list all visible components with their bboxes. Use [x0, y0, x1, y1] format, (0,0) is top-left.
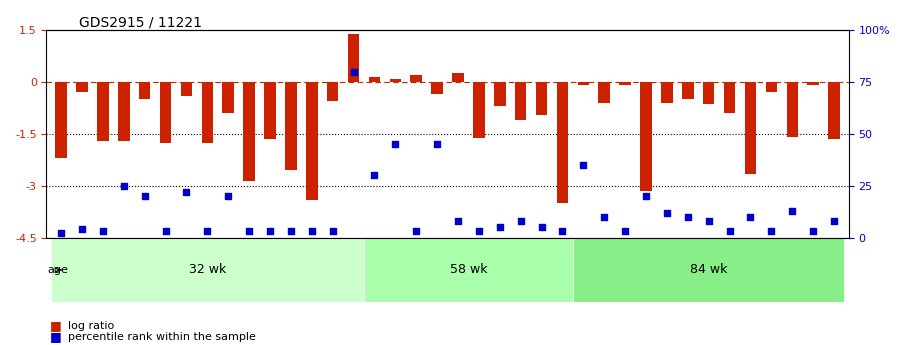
- Bar: [138, 82, 150, 99]
- Bar: [724, 82, 736, 113]
- Point: [262, 229, 277, 234]
- FancyBboxPatch shape: [51, 238, 364, 303]
- Bar: [181, 82, 192, 96]
- Point: [722, 229, 737, 234]
- Bar: [786, 82, 798, 137]
- Bar: [160, 82, 171, 142]
- Bar: [368, 77, 380, 82]
- Point: [347, 69, 361, 75]
- Point: [221, 193, 235, 199]
- Point: [764, 229, 778, 234]
- Text: 32 wk: 32 wk: [189, 264, 226, 276]
- Text: GDS2915 / 11221: GDS2915 / 11221: [79, 15, 202, 29]
- Text: 84 wk: 84 wk: [690, 264, 728, 276]
- Point: [138, 193, 152, 199]
- Bar: [766, 82, 777, 92]
- FancyBboxPatch shape: [364, 238, 573, 303]
- Point: [472, 229, 486, 234]
- Point: [639, 193, 653, 199]
- Point: [827, 218, 842, 224]
- Bar: [264, 82, 276, 139]
- Bar: [473, 82, 485, 138]
- Bar: [348, 33, 359, 82]
- Text: age: age: [48, 265, 69, 275]
- Point: [681, 214, 695, 220]
- Bar: [76, 82, 88, 92]
- Point: [75, 227, 90, 232]
- Bar: [97, 82, 109, 141]
- Point: [367, 172, 382, 178]
- Bar: [432, 82, 443, 94]
- Point: [96, 229, 110, 234]
- Bar: [557, 82, 568, 203]
- Point: [305, 229, 319, 234]
- Point: [492, 225, 507, 230]
- Point: [805, 229, 820, 234]
- Bar: [55, 82, 67, 158]
- Point: [785, 208, 799, 213]
- Point: [743, 214, 757, 220]
- Bar: [662, 82, 672, 103]
- Point: [556, 229, 570, 234]
- Text: ■: ■: [50, 330, 62, 343]
- Bar: [745, 82, 757, 174]
- Point: [200, 229, 214, 234]
- Bar: [703, 82, 714, 105]
- Point: [409, 229, 424, 234]
- Text: log ratio: log ratio: [68, 321, 114, 331]
- Point: [430, 141, 444, 147]
- Bar: [577, 82, 589, 86]
- Point: [242, 229, 256, 234]
- Bar: [202, 82, 213, 142]
- Point: [388, 141, 403, 147]
- Point: [597, 214, 612, 220]
- Text: percentile rank within the sample: percentile rank within the sample: [68, 332, 256, 342]
- Bar: [223, 82, 234, 113]
- Point: [158, 229, 173, 234]
- Bar: [243, 82, 255, 180]
- Bar: [807, 82, 819, 86]
- Bar: [452, 73, 463, 82]
- Bar: [598, 82, 610, 103]
- Point: [283, 229, 298, 234]
- Point: [513, 218, 528, 224]
- Bar: [285, 82, 297, 170]
- Point: [451, 218, 465, 224]
- Point: [618, 229, 633, 234]
- Bar: [306, 82, 318, 199]
- Bar: [828, 82, 840, 139]
- Point: [576, 162, 591, 168]
- Bar: [640, 82, 652, 191]
- Bar: [515, 82, 527, 120]
- Point: [326, 229, 340, 234]
- Bar: [327, 82, 338, 101]
- Point: [701, 218, 716, 224]
- Point: [660, 210, 674, 216]
- Bar: [389, 79, 401, 82]
- Bar: [411, 75, 422, 82]
- Bar: [536, 82, 548, 115]
- Point: [179, 189, 194, 195]
- Text: ■: ■: [50, 319, 62, 333]
- Bar: [619, 82, 631, 86]
- Point: [534, 225, 548, 230]
- Text: 58 wk: 58 wk: [450, 264, 487, 276]
- Point: [54, 231, 69, 236]
- Bar: [118, 82, 129, 141]
- Point: [117, 183, 131, 188]
- FancyBboxPatch shape: [573, 238, 844, 303]
- Bar: [494, 82, 506, 106]
- Bar: [682, 82, 693, 99]
